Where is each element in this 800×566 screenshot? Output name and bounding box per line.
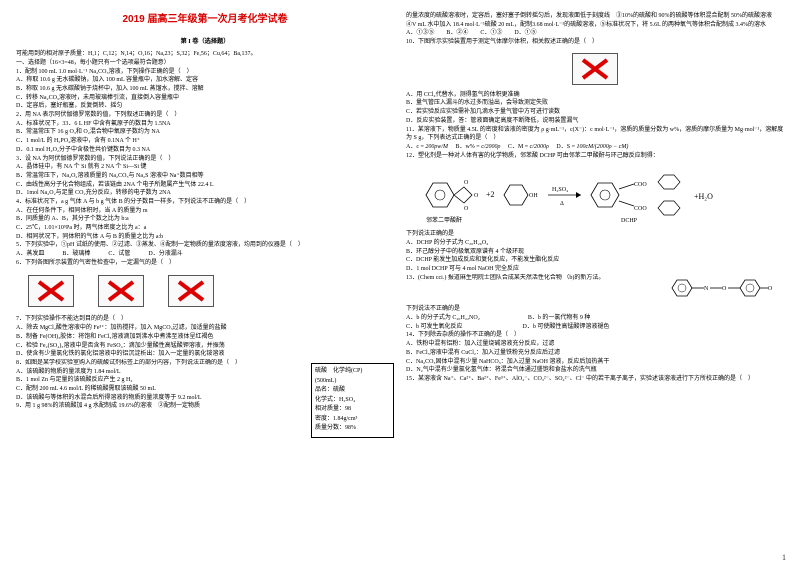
q3c: C．由线性高分子化合物组成，若该链由 2NA 个电子所题属产生气体 22.4 L — [16, 181, 394, 190]
svg-text:Δ: Δ — [560, 201, 564, 207]
svg-text:COO: COO — [634, 206, 647, 212]
q1: 1．配制 100 mL 1.0 mol·L⁻¹ Na₂CO₃溶液，下列操作正确的… — [16, 68, 394, 77]
q14c: C．Na₂CO₃固体中混有少量 NaHCO₃：加入过量 NaOH 溶液，反应后加… — [406, 358, 784, 367]
q7: 7．下列实验操作不能达到目的的是（ ） — [16, 315, 394, 324]
svg-text:邻苯二甲酸酐: 邻苯二甲酸酐 — [426, 216, 462, 224]
q10c: C．若实验反应实验需补加几滴水于量气管中方可进行读数 — [406, 108, 784, 117]
q5-options: A．蒸发皿 B．玻璃棒 C．试管 D．分液漏斗 — [16, 250, 394, 259]
q14a: A．铁粉中混有铝粉：加入过量烧碱溶液充分反应，过滤 — [406, 340, 784, 349]
svg-text:H₂SO₄: H₂SO₄ — [552, 187, 568, 193]
broken-image-icon — [572, 53, 618, 85]
q4b: B．同质量的 A、B，其分子个数之比为 b:a — [16, 215, 394, 224]
q10-figure — [406, 51, 784, 87]
svg-text:+2: +2 — [486, 190, 495, 199]
q2a: A．标准状况下，33．6 L HF 中含有氟原子的数目为 1.5NA — [16, 120, 394, 129]
q12b: B．环己醇分子中的极氧双原谱有 4 个级环现 — [406, 248, 784, 257]
q1d: D．定容后，塞好瓶塞，反复倒转、摇匀 — [16, 102, 394, 111]
q3b: B．常温常压下，Na₂O₂溶液质量的 Na₂CO₃与 Na₂S 溶液中 Na⁺数… — [16, 172, 394, 181]
q7d: D．使含有少量氯化铁的氯化铝溶液中的铝沉淀析出：加入一定量的氯化铵溶液 — [16, 350, 394, 359]
q4c: C．25℃，1.01×10⁵Pa 时，两气体密度之比为 a：a — [16, 224, 394, 233]
q11: 11．某溶液下，物质量 4.5L 的密度和该液的密度为 ρ g·mL⁻¹，c(X… — [406, 126, 784, 143]
q2d: D．0.1 mol H₂O₂分子中含极性共价键数目为 0.3 NA — [16, 146, 394, 155]
q10d: D．反应实验装置，答：管液面确定高度不断降低，说明装置漏气 — [406, 117, 784, 126]
svg-text:O: O — [464, 206, 469, 212]
q6: 6．下列各图所示装置的气密性检查中，一定漏气的是（ ） — [16, 259, 394, 268]
q3: 3．设 NA 为阿伏伽德罗常数的值，下列说法正确的是（ ） — [16, 155, 394, 164]
q15: 15．某溶液含 Na⁺、Ca²⁺、Ba²⁺、Fe³⁺、AlO₂⁻、CO₃²⁻、S… — [406, 375, 784, 384]
q5: 5．下列实验中，①pH 试纸的使用、②过滤、③蒸发、④配制一定物质的量浓度溶液，… — [16, 241, 394, 250]
svg-text:O: O — [474, 193, 479, 199]
q7a: A．除去 MgCl₂酸性溶液中的 Fe³⁺：加热搅拌，加入 MgCO₃过滤，加适… — [16, 324, 394, 333]
q12: 12．塑化剂是一种对人体有害的化学物质，邻苯酸 DCHP 可由邻苯二甲酸酐与环己… — [406, 152, 784, 161]
q12c: C．DCHP 能发生加成反应和复化反应，不能发生酯化反应 — [406, 256, 784, 265]
right-intro-b: A．①③⑤ B．②④ C．①③ D．①⑤ — [406, 29, 784, 38]
q13-row1: A．b 的分子式为 C₂₀H₂₂NO₂ B．b 的一氯代物有 9 种 — [406, 314, 784, 323]
molecule-diagram: O O O 邻苯二甲酸酐 +2 OH H₂SO₄ Δ — [406, 164, 784, 226]
q7c: C．检验 Fe₂(SO₄)₃溶液中是否含有 FeSO₄：滴加少量酸性高锰酸钾溶液… — [16, 342, 394, 351]
q1b: B．称取 10.6 g 无水碳酸钠于烧杯中，加入 100 mL 蒸馏水，搅拌、溶… — [16, 85, 394, 94]
q1c: C．转移 Na₂CO₃溶液时，未用玻璃棒引流，直接倒入容量瓶中 — [16, 94, 394, 103]
q6-image-row — [16, 273, 394, 309]
q14d: D．N₂气中混有少量氯化氢气体：将混合气体通过盛饱和食盐水的洗气瓶 — [406, 366, 784, 375]
broken-image-icon — [168, 275, 214, 307]
right-intro-a: 的量浓度的硫酸溶液时，定容后，塞好塞子倒转摇匀后，发现液面低于刻度线 ③10%的… — [406, 12, 784, 29]
q2c: C．1 mol/L 的 H₂PO₄溶液中，含有 0.1NA 个 H⁺ — [16, 137, 394, 146]
broken-image-icon — [28, 275, 74, 307]
q2: 2．用 NA 表示阿伏伽德罗常数的值，下列叙述正确的是（ ） — [16, 111, 394, 120]
q13-row2: C．b 可发生氧化反应 D．b 可使酸性高锰酸钾溶液褪色 — [406, 323, 784, 332]
q12-sub: 下列说法正确的是 — [406, 230, 784, 239]
page-number: 1 — [782, 553, 786, 562]
svg-text:OH: OH — [529, 193, 538, 199]
svg-text:O: O — [464, 180, 469, 186]
q3d: D．1mol Na₂O₂与足量 CO₂充分反应，转移的电子数为 2NA — [16, 189, 394, 198]
q4: 4．标准状况下，a g 气体 A 与 b g 气体 B 的分子数目一样多，下列说… — [16, 198, 394, 207]
q4d: D．相同状况下，同体积的气体 A 与 B 的质量之比为 a:b — [16, 233, 394, 242]
svg-text:O: O — [768, 286, 773, 292]
q13-sub: 下列说法不正确的是 — [406, 305, 784, 314]
q7b: B．制备 Fe(OH)₃胶体：将饱和 FeCl₃溶液滴加到沸水中煮沸至液体呈红褐… — [16, 333, 394, 342]
svg-text:+H₂O: +H₂O — [694, 192, 713, 201]
svg-text:N: N — [704, 286, 709, 292]
exam-title: 2019 届高三年级第一次月考化学试卷 — [16, 12, 394, 27]
q10a: A．用 CCl₄代替水，测得氢气的体积更准确 — [406, 91, 784, 100]
broken-image-icon — [98, 275, 144, 307]
q12a: A．DCHP 的分子式为 C₂₀H₂₆O₄ — [406, 239, 784, 248]
q10b: B．量气管压入漏斗的水过多而溢出，会导致测定失败 — [406, 99, 784, 108]
q3a: A．晶体硅中，有 NA 个 Si 就有 2 NA 个 Si—Si 键 — [16, 163, 394, 172]
q14: 14．下列除去杂质的操作不正确的是（ ） — [406, 331, 784, 340]
q11-options: A．c = 200ρw/M B．w% = c/2000ρ C．M = c/200… — [406, 143, 784, 152]
section-1-header: 第 I 卷（选择题） — [16, 37, 394, 46]
svg-text:O: O — [722, 286, 727, 292]
q14b: B．FeCl₃溶液中混有 CuCl₂：加入过量铁粉充分反应后过滤 — [406, 349, 784, 358]
q2b: B．常温常压下 16 g O₃和 O₂混合物中氧原子数约为 NA — [16, 128, 394, 137]
q12d: D．1 mol DCHP 可与 4 mol NaOH 完全反应 — [406, 265, 784, 274]
sulfuric-acid-label-box: 硫酸 化学纯(CP) (500mL) 品名：硫酸 化学式：H₂SO₄ 相对质量：… — [311, 363, 394, 438]
svg-text:DCHP: DCHP — [621, 218, 638, 224]
prelude-b: 一、选择题（16×3=48，每小题只有一个选项最符合题意） — [16, 59, 394, 68]
compound-b-structure: N O O — [664, 274, 784, 306]
q1a: A．称取 10.6 g 无水碳酸钠，加入 100 mL 容量瓶中，加水溶解、定容 — [16, 76, 394, 85]
q10: 10．下图所示实验装置用于测定气体摩尔体积，相关叙述正确的是（ ） — [406, 38, 784, 47]
prelude-a: 可能用到的相对原子质量：H,1；C,12；N,14；O,16；Na,23；S,3… — [16, 50, 394, 59]
svg-text:COO: COO — [634, 182, 647, 188]
q4a: A．在任何条件下，相同体积时，当 A 的质量为 m — [16, 207, 394, 216]
